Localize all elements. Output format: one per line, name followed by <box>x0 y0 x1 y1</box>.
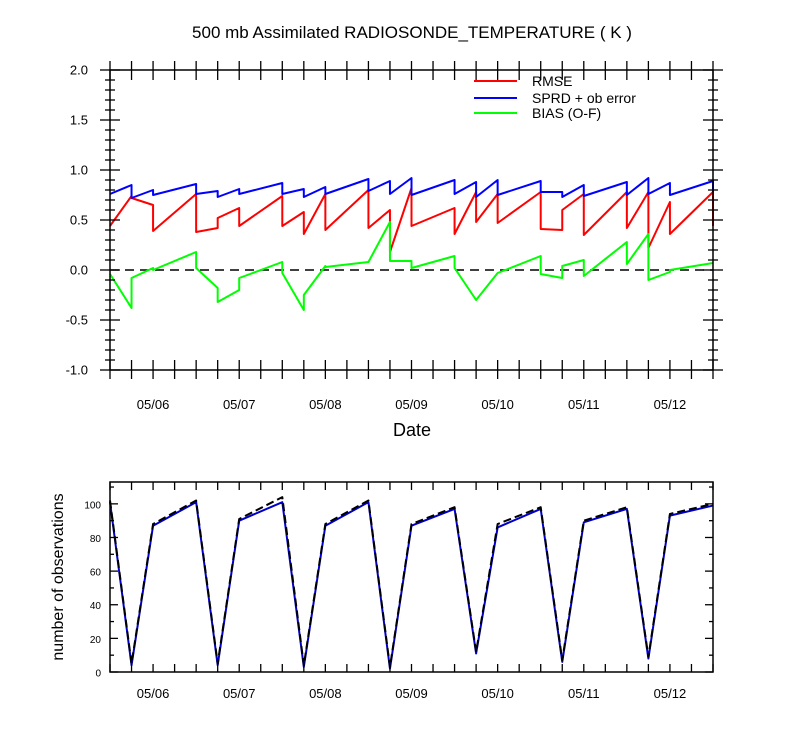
x-tick-label: 05/08 <box>309 686 342 701</box>
y-tick-label: 40 <box>90 601 102 612</box>
y-tick-label: 20 <box>90 635 102 646</box>
x-axis-label: Date <box>393 420 431 440</box>
x-tick-label: 05/09 <box>395 397 428 412</box>
legend-label-rmse: RMSE <box>532 73 572 89</box>
y-tick-label: 1.5 <box>70 113 88 128</box>
series-line-sprd-ob-error <box>109 177 714 199</box>
x-tick-label: 05/08 <box>309 397 342 412</box>
chart-title: 500 mb Assimilated RADIOSONDE_TEMPERATUR… <box>192 23 632 42</box>
series-line-rmse <box>109 187 714 253</box>
top-plot-area: 05/06 05/07 05/08 05/09 05/10 05/11 05/12 -1.0 -… <box>66 61 723 412</box>
y-tick-label: 0.5 <box>70 213 88 228</box>
x-tick-label: 05/11 <box>568 686 600 701</box>
x-tick-label: 05/06 <box>137 686 170 701</box>
y-tick-label: 2.0 <box>70 63 88 78</box>
x-tick-label: 05/11 <box>568 397 600 412</box>
x-tick-label: 05/12 <box>654 686 687 701</box>
y-tick-label: 0.0 <box>70 263 88 278</box>
x-tick-label: 05/09 <box>395 686 428 701</box>
y-tick-label: 1.0 <box>70 163 88 178</box>
x-tick-label: 05/06 <box>137 397 170 412</box>
y-tick-label: 80 <box>90 534 102 545</box>
legend-label-sprd: SPRD + ob error <box>532 90 636 106</box>
series-line-total <box>109 496 714 668</box>
y-tick-label: 60 <box>90 568 102 579</box>
y-tick-label: 0 <box>95 669 101 680</box>
x-tick-label: 05/10 <box>481 686 514 701</box>
y-tick-label: 100 <box>84 500 101 511</box>
x-tick-label: 05/12 <box>654 397 687 412</box>
y-tick-label: -0.5 <box>66 313 88 328</box>
legend-label-bias: BIAS (O-F) <box>532 105 601 121</box>
series-line-bias-o-f <box>109 221 714 311</box>
bottom-plot-area: 05/06 05/07 05/08 05/09 05/10 05/11 05/12 0 20 40… <box>84 481 714 701</box>
legend: RMSE SPRD + ob error BIAS (O-F) <box>474 73 636 121</box>
y-tick-label: -1.0 <box>66 363 88 378</box>
x-tick-label: 05/07 <box>223 397 256 412</box>
y-axis-label: number of observations <box>50 493 67 660</box>
x-tick-label: 05/10 <box>481 397 514 412</box>
x-tick-label: 05/07 <box>223 686 256 701</box>
